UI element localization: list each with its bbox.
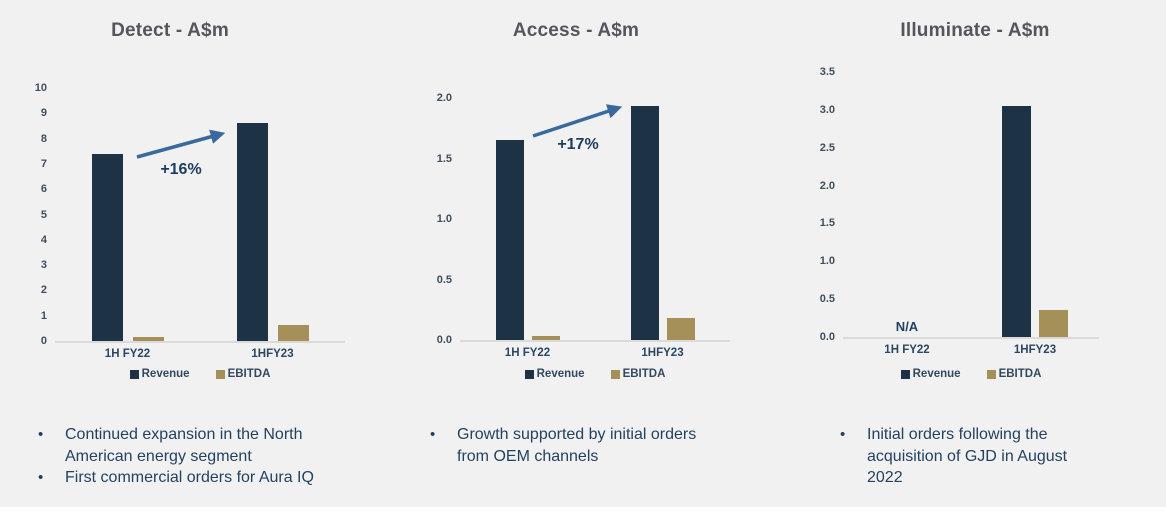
detect-chart-plot: 10 9 8 7 6 5 4 3 2 1 0 1H FY22 1HFY23 bbox=[35, 82, 345, 360]
bar-ebitda-1hfy23 bbox=[277, 324, 309, 341]
growth-arrow-icon bbox=[532, 104, 623, 138]
legend-label-revenue: Revenue bbox=[912, 368, 961, 380]
x-axis-category-label: 1HFY23 bbox=[1013, 344, 1057, 356]
x-axis-category-label: 1H FY22 bbox=[504, 347, 551, 359]
y-axis-tick-label: 0.0 bbox=[819, 331, 835, 343]
ebitda-swatch-icon bbox=[215, 369, 225, 379]
y-axis-tick-label: 3.0 bbox=[819, 103, 835, 116]
growth-arrow-icon bbox=[136, 129, 226, 159]
detect-notes-list: Continued expansion in the North America… bbox=[38, 424, 340, 489]
y-axis-tick-label: 10 bbox=[34, 82, 47, 94]
y-axis-tick-label: 3 bbox=[40, 259, 47, 272]
ebitda-swatch-icon bbox=[610, 369, 620, 379]
legend-item-ebitda: EBITDA bbox=[610, 368, 666, 380]
bar-revenue-1hfy23 bbox=[630, 106, 659, 340]
chart-legend: Revenue EBITDA bbox=[460, 368, 730, 380]
illuminate-notes-list: Initial orders following the acquisition… bbox=[840, 424, 1092, 489]
bar-ebitda-1hfy22 bbox=[531, 336, 560, 340]
legend-label-revenue: Revenue bbox=[141, 368, 190, 380]
bar-revenue-1hfy23 bbox=[236, 123, 268, 341]
y-axis-tick-label: 5 bbox=[40, 208, 47, 221]
y-axis-tick-label: 0.5 bbox=[436, 273, 452, 286]
bar-revenue-1hfy22 bbox=[91, 153, 123, 341]
y-axis-tick-label: 0 bbox=[40, 335, 47, 347]
chart-legend: Revenue EBITDA bbox=[843, 368, 1099, 380]
not-available-label: N/A bbox=[895, 319, 919, 334]
y-axis-tick-label: 7 bbox=[40, 157, 47, 170]
bar-revenue-1hfy23 bbox=[1002, 106, 1031, 337]
chart-title-illuminate: Illuminate - A$m bbox=[900, 20, 1050, 41]
y-axis-tick-label: 6 bbox=[40, 183, 47, 196]
y-axis-tick-label: 1.5 bbox=[436, 152, 452, 165]
x-axis-category-label: 1H FY22 bbox=[884, 344, 930, 356]
legend-item-revenue: Revenue bbox=[900, 368, 961, 380]
y-axis-tick-label: 1.0 bbox=[819, 255, 835, 268]
revenue-swatch-icon bbox=[900, 369, 910, 379]
revenue-swatch-icon bbox=[129, 369, 139, 379]
legend-label-ebitda: EBITDA bbox=[622, 368, 666, 380]
illuminate-chart-plot: 3.5 3.0 2.5 2.0 1.5 1.0 0.5 0.0 1H FY22 N/A 1HFY23 bbox=[820, 66, 1099, 356]
legend-label-ebitda: EBITDA bbox=[998, 368, 1042, 380]
bar-ebitda-1hfy22 bbox=[132, 337, 164, 341]
bar-revenue-1hfy22 bbox=[495, 140, 524, 340]
slide-bottom-edge bbox=[0, 507, 1166, 515]
legend-item-ebitda: EBITDA bbox=[986, 368, 1042, 380]
x-axis-category-label: 1HFY23 bbox=[251, 348, 294, 360]
y-axis-tick-label: 2.5 bbox=[819, 141, 835, 154]
y-axis-tick-label: 1.5 bbox=[819, 217, 835, 230]
legend-item-revenue: Revenue bbox=[524, 368, 585, 380]
y-axis-tick-label: 0.0 bbox=[436, 334, 452, 346]
chart-legend: Revenue EBITDA bbox=[55, 368, 345, 380]
y-axis-tick-label: 4 bbox=[40, 233, 47, 246]
access-notes-list: Growth supported by initial orders from … bbox=[430, 424, 732, 467]
list-item: Growth supported by initial orders from … bbox=[430, 424, 732, 467]
list-item: Initial orders following the acquisition… bbox=[840, 424, 1092, 489]
y-axis-tick-label: 2 bbox=[40, 284, 47, 297]
growth-pct-label-access: +17% bbox=[557, 136, 599, 153]
x-axis-category-label: 1H FY22 bbox=[104, 348, 151, 360]
legend-item-ebitda: EBITDA bbox=[215, 368, 271, 380]
legend-label-ebitda: EBITDA bbox=[227, 368, 271, 380]
y-axis-tick-label: 8 bbox=[40, 132, 47, 145]
y-axis-tick-label: 0.5 bbox=[819, 293, 835, 306]
revenue-swatch-icon bbox=[524, 369, 534, 379]
chart-title-detect: Detect - A$m bbox=[111, 20, 229, 41]
y-axis-tick-label: 3.5 bbox=[819, 66, 835, 78]
list-item: Continued expansion in the North America… bbox=[38, 424, 340, 467]
y-axis-tick-label: 2.0 bbox=[436, 92, 452, 104]
list-item: First commercial orders for Aura IQ bbox=[38, 467, 340, 489]
y-axis-tick-label: 1.0 bbox=[436, 213, 452, 225]
bar-ebitda-1hfy23 bbox=[666, 318, 695, 340]
bar-ebitda-1hfy23 bbox=[1039, 309, 1068, 337]
legend-label-revenue: Revenue bbox=[536, 368, 585, 380]
x-axis-category-label: 1HFY23 bbox=[641, 347, 684, 359]
y-axis-tick-label: 1 bbox=[40, 309, 47, 322]
y-axis-tick-label: 2.0 bbox=[819, 179, 835, 192]
ebitda-swatch-icon bbox=[986, 369, 996, 379]
legend-item-revenue: Revenue bbox=[129, 368, 190, 380]
y-axis-tick-label: 9 bbox=[40, 107, 47, 120]
access-chart-plot: 2.0 1.5 1.0 0.5 0.0 1H FY22 1HFY23 bbox=[437, 92, 730, 359]
growth-pct-label-detect: +16% bbox=[160, 161, 202, 178]
chart-title-access: Access - A$m bbox=[512, 20, 640, 41]
